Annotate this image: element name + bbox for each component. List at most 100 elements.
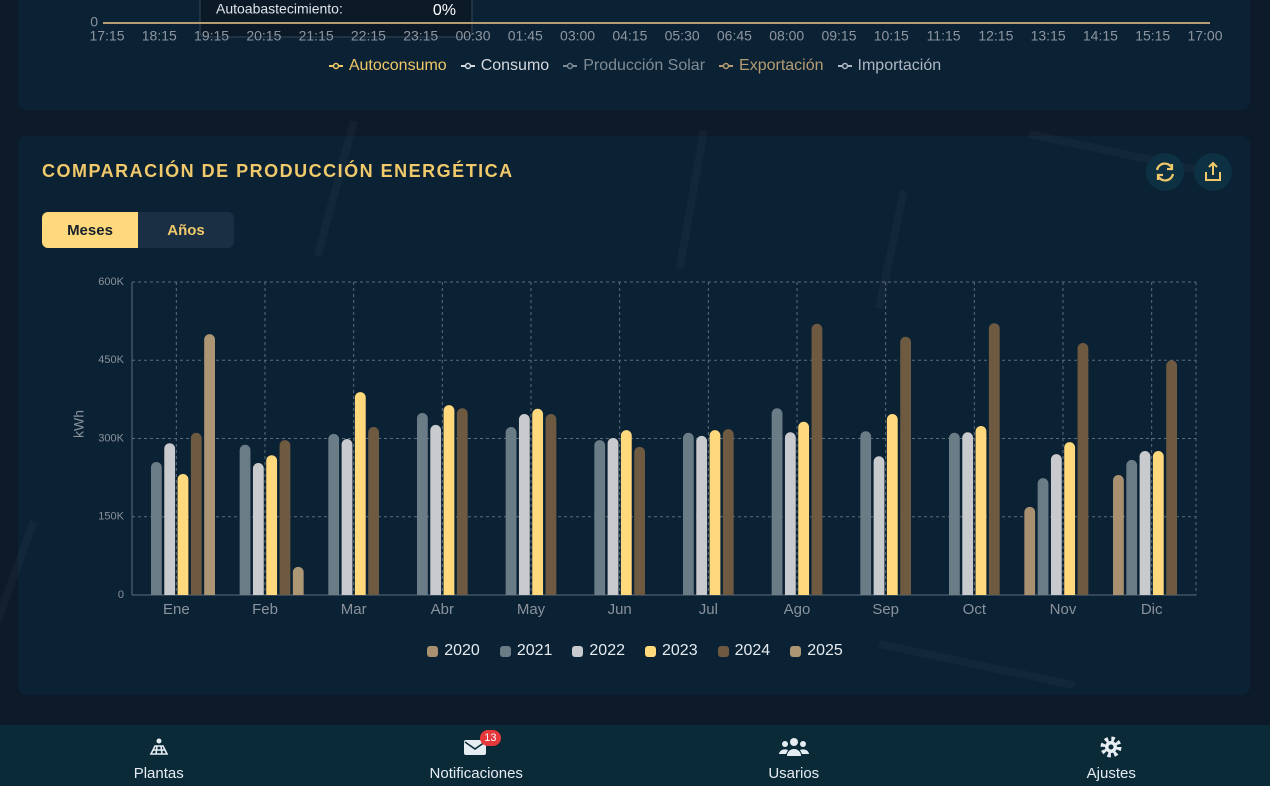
legend-item[interactable]: 2023 [645, 642, 698, 660]
x-tick-label: Mar [341, 601, 367, 618]
bar [354, 392, 366, 595]
bar [279, 440, 291, 595]
bar [975, 425, 987, 595]
bar [1152, 451, 1164, 595]
toggle-option[interactable]: Meses [42, 212, 138, 248]
bar [886, 413, 898, 595]
bar [1077, 343, 1089, 595]
nav-icon [1099, 735, 1123, 759]
legend-label: 2023 [662, 642, 698, 659]
legend-swatch [645, 645, 656, 657]
nav-icon [463, 735, 489, 759]
x-tick-label: 10:15 [874, 28, 909, 44]
bar [811, 323, 823, 595]
x-tick-label: 23:15 [403, 28, 438, 44]
y-tick-label: 450K [98, 354, 124, 366]
x-tick-label: 09:15 [821, 28, 856, 44]
bar [505, 427, 517, 595]
legend-label: Exportación [739, 57, 824, 74]
bar [368, 427, 380, 595]
legend-label: 2021 [516, 642, 553, 659]
x-tick-label: 21:15 [299, 28, 334, 44]
nav-label: Ajustes [1086, 765, 1136, 782]
bar [430, 424, 442, 595]
legend-label: Autoconsumo [348, 57, 447, 74]
legend-label: 2025 [807, 642, 843, 659]
refresh-button[interactable] [1146, 153, 1184, 191]
x-tick-label: 12:15 [978, 28, 1013, 44]
x-tick-label: 19:15 [194, 28, 229, 44]
x-tick-label: 03:00 [560, 28, 595, 44]
bar [594, 440, 606, 595]
bar [204, 334, 215, 595]
legend-item[interactable]: Producción Solar [563, 57, 705, 75]
legend-label: 2020 [444, 642, 480, 659]
bar [532, 408, 544, 595]
legend-item[interactable]: 2021 [499, 642, 553, 660]
legend-item[interactable]: Exportación [719, 57, 824, 75]
chart-title: COMPARACIÓN DE PRODUCCIÓN ENERGÉTICA [42, 160, 514, 181]
bar [860, 431, 872, 595]
nav-label: Notificaciones [429, 765, 523, 782]
bar [798, 421, 810, 595]
bar [518, 413, 530, 595]
tooltip-value: 0% [433, 2, 456, 19]
x-tick-label: 15:15 [1135, 28, 1170, 44]
legend-item[interactable]: 2024 [717, 642, 771, 660]
bar [341, 439, 353, 595]
bar [190, 432, 202, 595]
legend-icon [719, 62, 734, 70]
legend-label: 2024 [734, 642, 771, 659]
x-tick-label: 20:15 [246, 28, 281, 44]
y-tick-label: 150K [98, 511, 124, 523]
legend-swatch [572, 645, 584, 657]
export-button[interactable] [1194, 153, 1232, 191]
bar [962, 432, 974, 595]
bar [722, 429, 734, 595]
bar [709, 430, 721, 595]
x-tick-label: 17:00 [1187, 28, 1222, 44]
bar [620, 430, 632, 595]
legend: Autoconsumo Consumo Producción Solar Export… [0, 57, 1270, 75]
bar [1024, 506, 1036, 595]
legend-item[interactable]: 2020 [427, 642, 480, 660]
y-tick-label: 0 [118, 589, 124, 601]
legend-item[interactable]: Autoconsumo [328, 57, 447, 75]
x-tick-label: 04:15 [612, 28, 647, 44]
legend-icon [328, 62, 343, 70]
x-tick-label: Ago [784, 601, 811, 618]
legend-item[interactable]: 2022 [572, 642, 625, 660]
bar [266, 455, 278, 595]
x-tick-label: 11:15 [927, 28, 961, 44]
nav-icon [147, 735, 171, 759]
x-tick-label: 22:15 [351, 28, 386, 44]
x-tick-label: 01:45 [508, 28, 543, 44]
legend-item[interactable]: Consumo [460, 57, 549, 75]
legend-label: 2022 [589, 642, 625, 659]
bar [545, 413, 557, 595]
nav-item[interactable]: Plantas [0, 725, 318, 786]
legend-item[interactable]: Importación [837, 57, 941, 75]
legend-item[interactable]: 2025 [790, 642, 843, 660]
nav-label: Usarios [768, 765, 820, 782]
bar [177, 473, 189, 595]
x-tick-label: 00:30 [455, 28, 490, 44]
toggle-option[interactable]: Años [167, 221, 205, 239]
y-tick-label: 600K [98, 276, 124, 288]
bar [900, 336, 912, 595]
bar [607, 437, 619, 595]
nav-item[interactable]: Ajustes [953, 725, 1270, 786]
bar [948, 432, 960, 595]
bar [328, 433, 340, 595]
bar [1050, 454, 1062, 595]
bar [292, 566, 304, 595]
nav-item[interactable]: Usarios [635, 725, 953, 786]
bar [771, 408, 783, 595]
legend-label: Producción Solar [583, 57, 706, 74]
x-tick-label: Jun [608, 601, 632, 618]
nav-icon [778, 735, 810, 759]
legend-swatch [427, 645, 439, 657]
nav-item[interactable]: 13 Notificaciones [318, 725, 636, 786]
